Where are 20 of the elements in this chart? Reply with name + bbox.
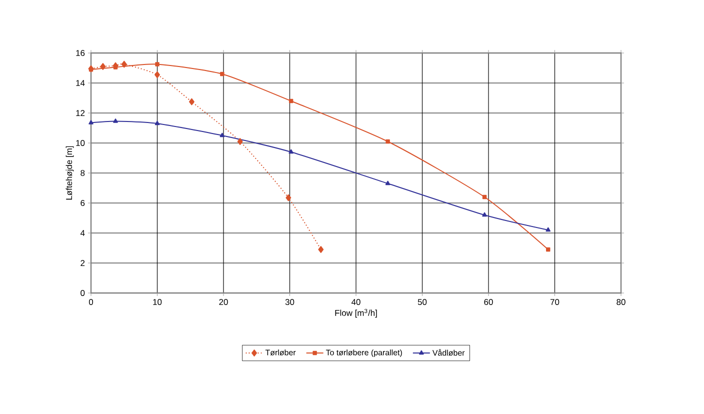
y-tick-label: 2 (80, 260, 85, 266)
y-axis-title: Løftehøjde [m] (66, 146, 74, 200)
x-tick-label: 70 (550, 299, 560, 306)
x-tick-label: 0 (88, 299, 94, 306)
x-tick-label: 60 (484, 299, 493, 306)
x-tick-label: 10 (153, 299, 162, 306)
y-tick-label: 0 (80, 290, 85, 296)
y-tick-label: 12 (76, 110, 85, 116)
x-axis-title: Flow [m$^{3}$/h] (335, 308, 377, 318)
y-tick-label: 4 (80, 230, 85, 236)
y-tick-label: 6 (80, 200, 85, 206)
x-tick-label: 40 (351, 299, 360, 306)
x-tick-label: 20 (219, 299, 228, 306)
x-tick-label: 80 (616, 299, 626, 306)
y-tick-label: 8 (80, 170, 85, 176)
y-tick-label: 10 (76, 140, 85, 146)
y-tick-label: 14 (76, 80, 85, 86)
x-tick-label: 50 (418, 299, 427, 306)
y-tick-label: 16 (76, 50, 85, 56)
x-tick-label: 30 (285, 299, 294, 306)
